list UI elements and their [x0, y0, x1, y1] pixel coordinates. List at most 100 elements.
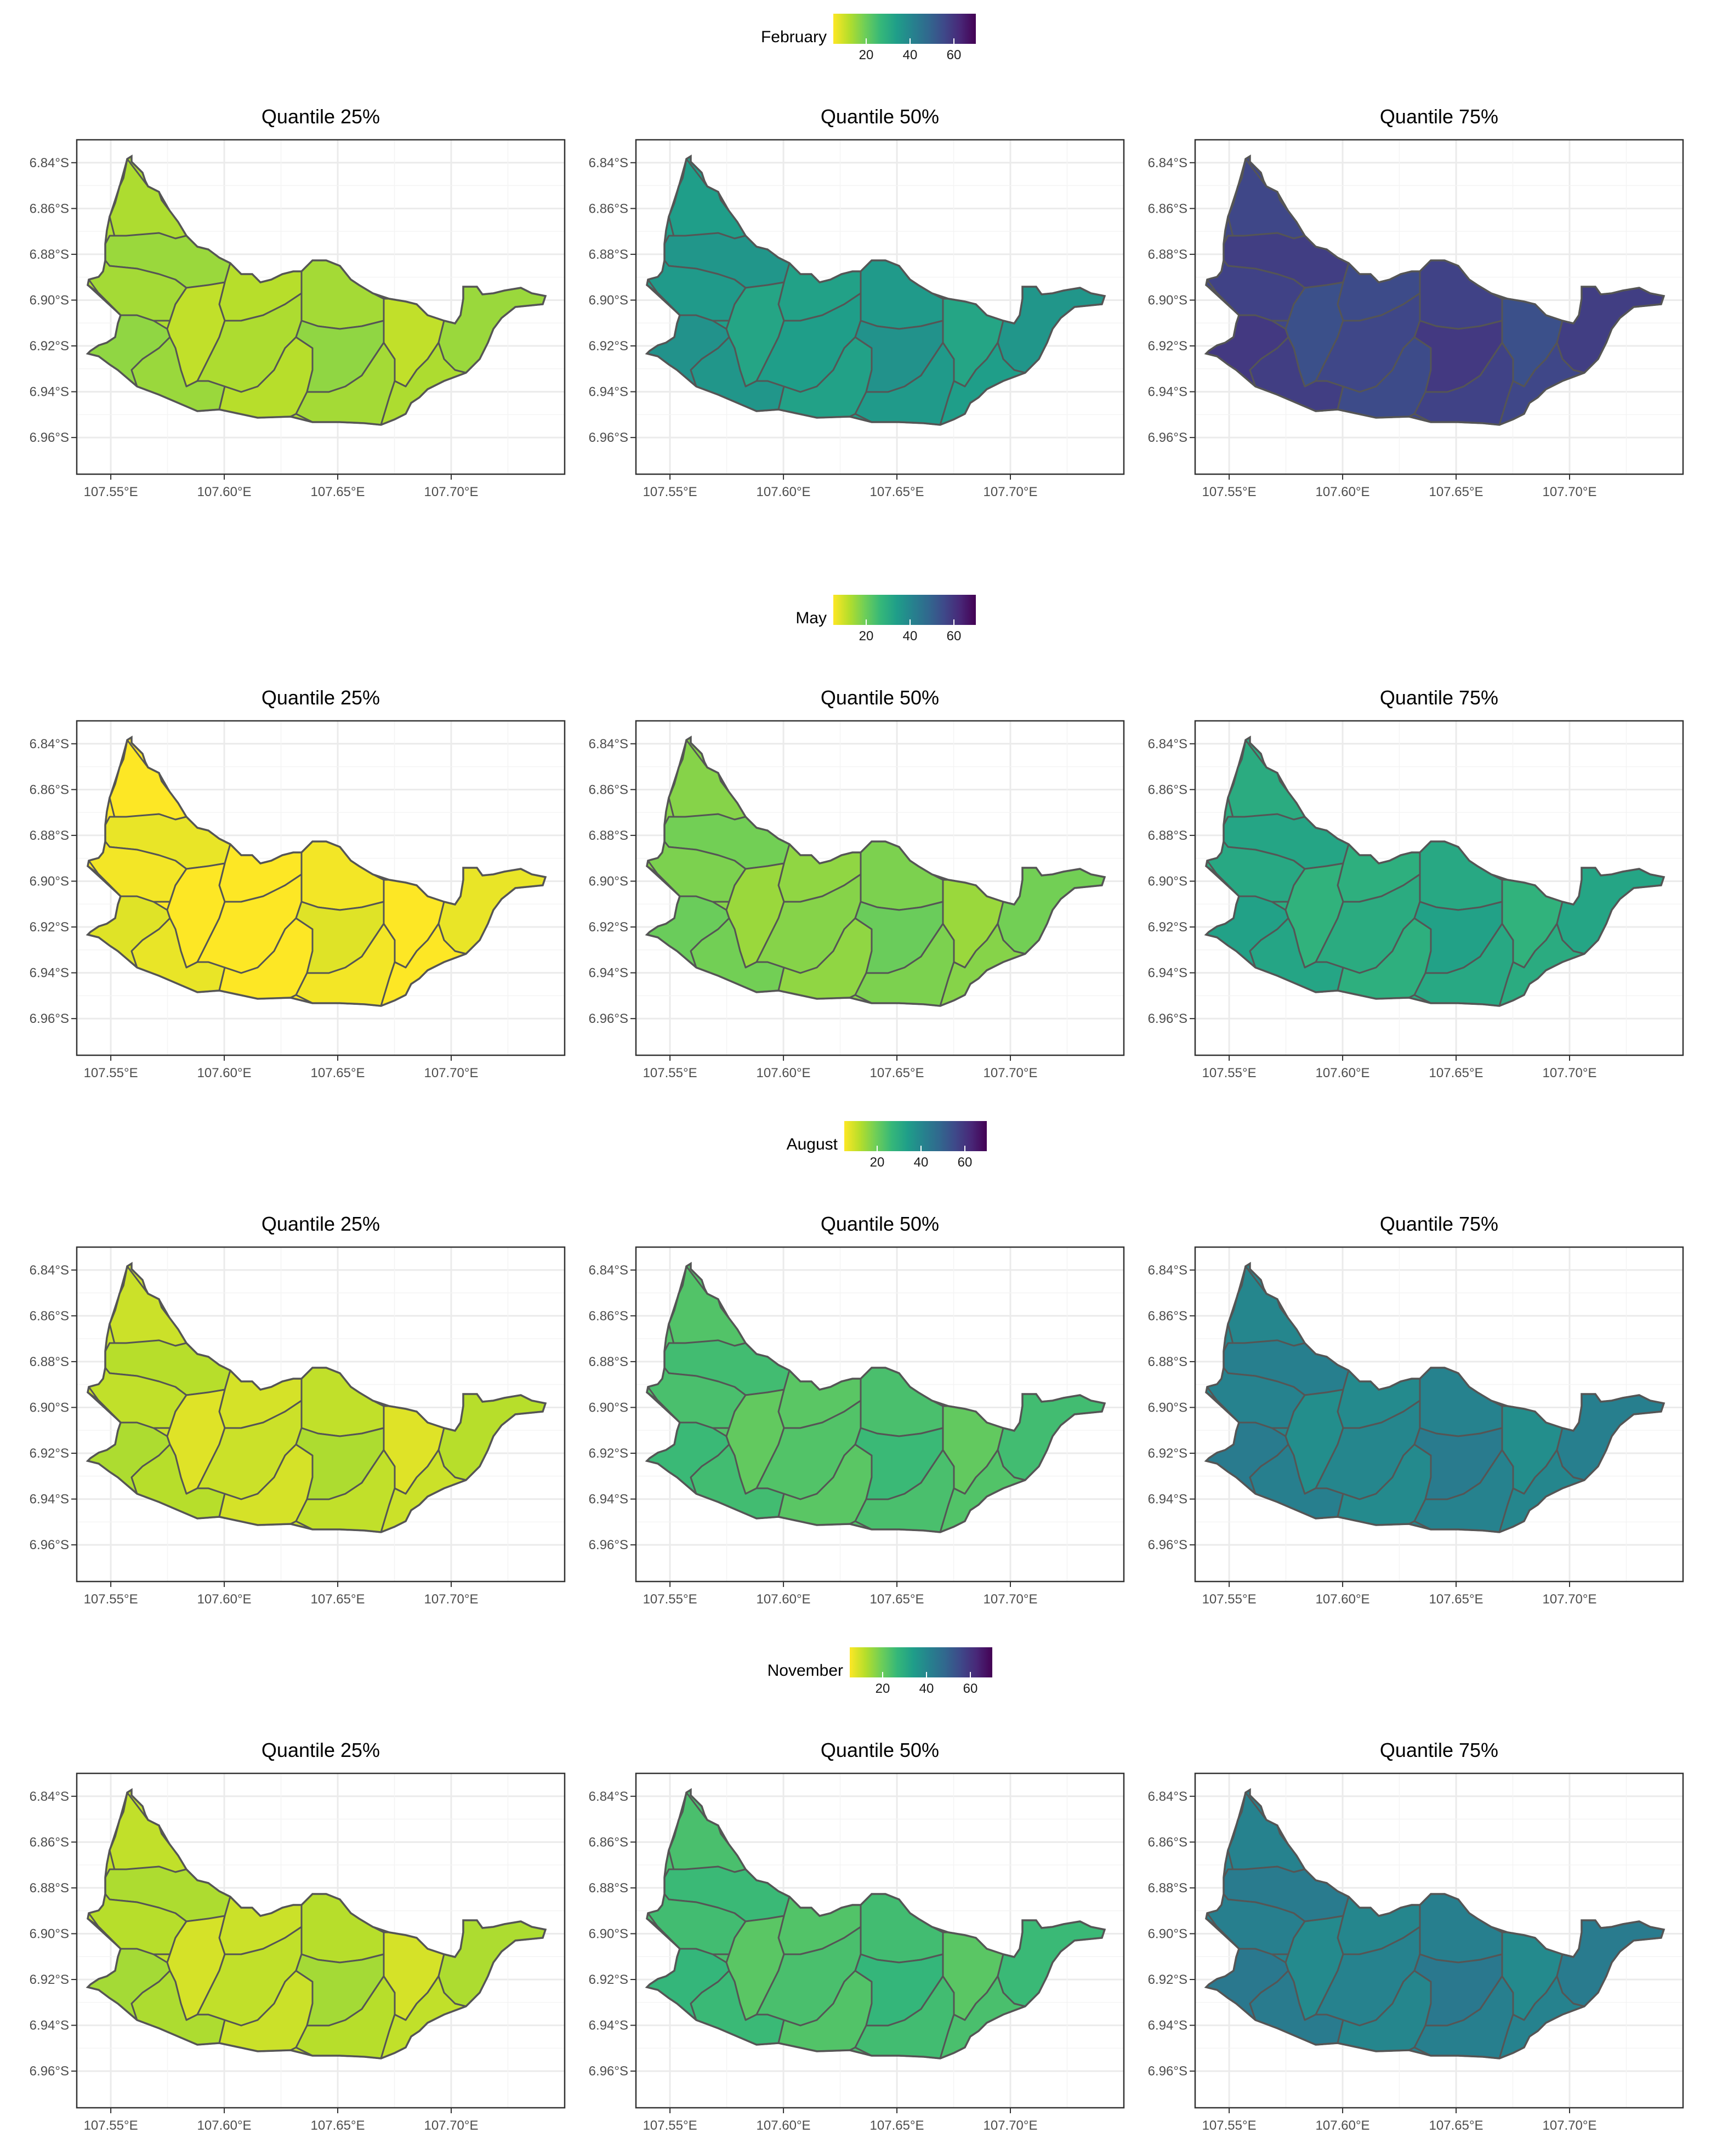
- y-tick-label: 6.84°S: [589, 1789, 628, 1804]
- panel-border: [635, 720, 1125, 1056]
- y-tick-label: 6.86°S: [589, 201, 628, 216]
- x-tick-label: 107.65°E: [1429, 2118, 1483, 2133]
- x-tick-label: 107.70°E: [424, 1592, 479, 1607]
- x-tick-label: 107.70°E: [984, 485, 1038, 499]
- y-tick-label: 6.90°S: [30, 874, 69, 889]
- y-tick-label: 6.86°S: [30, 1309, 69, 1323]
- x-tick-label: 107.55°E: [84, 2118, 138, 2133]
- map-panel: Quantile 25% 107.55°E 107.60°E 107.65°E 107.…: [30, 686, 566, 1080]
- y-tick-label: 6.86°S: [589, 1309, 628, 1323]
- y-tick-label: 6.84°S: [1148, 156, 1187, 170]
- y-tick-label: 6.90°S: [30, 293, 69, 308]
- x-tick-label: 107.70°E: [1543, 485, 1597, 499]
- y-tick-label: 6.96°S: [1148, 430, 1187, 445]
- legend-tick-label: 20: [859, 629, 874, 644]
- map-panel: Quantile 75% 107.55°E 107.60°E 107.65°E 107.…: [1148, 686, 1684, 1080]
- x-tick-label: 107.60°E: [197, 485, 252, 499]
- y-tick-label: 6.88°S: [1148, 828, 1187, 843]
- y-tick-label: 6.84°S: [1148, 1263, 1187, 1278]
- y-tick-label: 6.92°S: [30, 1446, 69, 1461]
- y-tick-label: 6.94°S: [589, 385, 628, 400]
- legend-tick-label: 40: [914, 1155, 929, 1170]
- y-tick-label: 6.92°S: [1148, 920, 1187, 935]
- y-tick-label: 6.92°S: [589, 920, 628, 935]
- legend-tick-label: 40: [903, 48, 918, 62]
- y-tick-label: 6.84°S: [589, 1263, 628, 1278]
- panel-border: [1194, 720, 1684, 1056]
- y-tick-label: 6.88°S: [589, 1355, 628, 1369]
- x-tick-label: 107.65°E: [1429, 485, 1483, 499]
- y-tick-label: 6.86°S: [1148, 201, 1187, 216]
- y-tick-label: 6.96°S: [30, 1538, 69, 1552]
- y-tick-label: 6.86°S: [30, 1835, 69, 1850]
- y-tick-label: 6.94°S: [1148, 2018, 1187, 2033]
- y-tick-label: 6.84°S: [1148, 737, 1187, 752]
- y-tick-label: 6.84°S: [30, 156, 69, 170]
- panel-title: Quantile 50%: [821, 1213, 939, 1235]
- panel-border: [635, 1246, 1125, 1583]
- legend-title: February: [761, 28, 827, 46]
- y-tick-label: 6.94°S: [30, 1492, 69, 1507]
- y-tick-label: 6.90°S: [1148, 293, 1187, 308]
- x-tick-label: 107.60°E: [1316, 1066, 1370, 1080]
- y-tick-label: 6.92°S: [30, 920, 69, 935]
- y-tick-label: 6.94°S: [589, 1492, 628, 1507]
- x-tick-label: 107.70°E: [1543, 1066, 1597, 1080]
- x-tick-label: 107.55°E: [84, 1066, 138, 1080]
- y-tick-label: 6.92°S: [1148, 1972, 1187, 1987]
- panel-title: Quantile 75%: [1380, 1213, 1498, 1235]
- district-map: [645, 735, 1106, 1007]
- district-map: [645, 1788, 1106, 2060]
- city-boundary: [1204, 1261, 1665, 1533]
- x-tick-label: 107.55°E: [643, 1066, 697, 1080]
- y-tick-label: 6.86°S: [589, 1835, 628, 1850]
- y-tick-label: 6.94°S: [1148, 1492, 1187, 1507]
- x-tick-label: 107.70°E: [984, 2118, 1038, 2133]
- map-panel: Quantile 50% 107.55°E 107.60°E 107.65°E 107.…: [589, 105, 1125, 499]
- x-tick-label: 107.65°E: [870, 485, 924, 499]
- x-tick-label: 107.65°E: [870, 1066, 924, 1080]
- x-tick-label: 107.65°E: [1429, 1066, 1483, 1080]
- x-tick-label: 107.55°E: [84, 1592, 138, 1607]
- legend-tick-label: 40: [919, 1681, 934, 1696]
- legend-colorbar: [833, 14, 976, 44]
- x-tick-label: 107.55°E: [643, 1592, 697, 1607]
- x-tick-label: 107.60°E: [1316, 1592, 1370, 1607]
- x-tick-label: 107.70°E: [984, 1066, 1038, 1080]
- x-tick-label: 107.55°E: [1202, 2118, 1257, 2133]
- panel-title: Quantile 75%: [1380, 686, 1498, 709]
- legend-tick-label: 60: [958, 1155, 973, 1170]
- x-tick-label: 107.60°E: [197, 1592, 252, 1607]
- city-boundary: [645, 1788, 1106, 2060]
- legend-tick-label: 40: [903, 629, 918, 644]
- panel-border: [76, 1772, 566, 2109]
- y-tick-label: 6.96°S: [30, 2064, 69, 2079]
- y-tick-label: 6.96°S: [589, 1011, 628, 1026]
- legend-colorbar: [844, 1121, 987, 1151]
- y-tick-label: 6.96°S: [30, 430, 69, 445]
- y-tick-label: 6.90°S: [1148, 1926, 1187, 1941]
- month-row-may: May 20 40 60 Quantile 25% 107.55°E 107.60°E 107…: [30, 595, 1684, 1080]
- y-tick-label: 6.90°S: [1148, 874, 1187, 889]
- legend-colorbar: [833, 595, 976, 625]
- legend-tick-label: 20: [859, 48, 874, 62]
- y-tick-label: 6.96°S: [30, 1011, 69, 1026]
- panel-border: [635, 139, 1125, 475]
- map-panel: Quantile 25% 107.55°E 107.60°E 107.65°E 107.…: [30, 1739, 566, 2133]
- y-tick-label: 6.88°S: [1148, 1881, 1187, 1896]
- y-tick-label: 6.90°S: [589, 1400, 628, 1415]
- y-tick-label: 6.90°S: [30, 1926, 69, 1941]
- city-boundary: [1204, 735, 1665, 1007]
- panel-border: [1194, 1246, 1684, 1583]
- district-map: [86, 154, 547, 426]
- y-tick-label: 6.92°S: [1148, 1446, 1187, 1461]
- district-map: [86, 735, 547, 1007]
- x-tick-label: 107.60°E: [1316, 2118, 1370, 2133]
- panel-border: [76, 139, 566, 475]
- y-tick-label: 6.84°S: [30, 737, 69, 752]
- x-tick-label: 107.65°E: [311, 1592, 365, 1607]
- panel-border: [76, 720, 566, 1056]
- x-tick-label: 107.55°E: [84, 485, 138, 499]
- y-tick-label: 6.94°S: [30, 385, 69, 400]
